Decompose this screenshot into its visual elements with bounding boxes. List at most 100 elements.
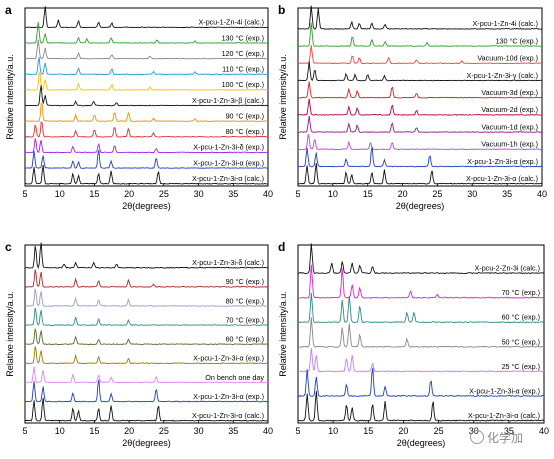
x-tick-label: 20 — [398, 426, 408, 436]
x-tick-label: 10 — [328, 189, 338, 199]
x-axis-label: 2θ(degrees) — [122, 201, 171, 211]
series-label-b-2: Vacuum-10d (exp.) — [477, 54, 538, 63]
x-axis-label: 2θ(degrees) — [396, 201, 445, 211]
x-tick-label: 15 — [89, 426, 99, 436]
series-label-a-7: 80 °C (exp.) — [226, 127, 264, 136]
series-label-d-2: 60 °C (exp.) — [502, 313, 540, 322]
series-label-b-6: Vacuum-1d (exp.) — [481, 122, 538, 131]
series-line-a-6 — [25, 102, 269, 122]
series-line-c-1 — [24, 269, 269, 288]
series-line-b-4 — [297, 81, 543, 99]
x-axis-label: 2θ(degrees) — [397, 438, 446, 448]
series-line-b-2 — [298, 44, 542, 65]
series-label-b-8: X-pcu-1-Zn-3i-α (exp.) — [467, 157, 538, 166]
x-tick-label: 10 — [55, 426, 65, 436]
series-label-a-5: X-pcu-1-Zn-3i-β (calc.) — [192, 96, 264, 105]
panel-label: c — [5, 240, 12, 254]
series-line-a-8 — [24, 138, 269, 154]
watermark: 化学加 — [470, 426, 548, 448]
panel-a: a 5 10 15 20 25 30 35 40 2θ(degrees) Relative inte… — [5, 3, 273, 211]
x-tick-label: 5 — [22, 189, 27, 199]
x-tick-label: 40 — [263, 426, 273, 436]
panel-label: b — [278, 3, 285, 17]
series-line-b-3 — [297, 61, 543, 82]
y-axis-label: Relative intensity/a.u. — [278, 54, 288, 140]
plot-frame — [24, 244, 269, 424]
series-line-b-8 — [298, 146, 543, 168]
series-label-a-10: X-pcu-1-Zn-3i-α (calc.) — [192, 174, 264, 183]
series-line-c-3 — [24, 307, 268, 326]
x-tick-label: 30 — [194, 426, 204, 436]
x-tick-label: 35 — [502, 189, 512, 199]
series-line-a-4 — [24, 71, 269, 91]
x-tick-label: 40 — [537, 189, 547, 199]
x-tick-label: 20 — [398, 189, 408, 199]
x-tick-label: 40 — [263, 189, 273, 199]
x-tick-label: 40 — [539, 426, 549, 436]
series-line-a-7 — [24, 121, 269, 138]
plot-frame — [297, 244, 545, 424]
series-label-a-0: X-pcu-1-Zn-4i (calc.) — [199, 18, 265, 27]
series-label-c-6: On bench one day — [205, 373, 264, 382]
x-tick-label: 5 — [295, 426, 300, 436]
series-label-c-3: 70 °C (exp.) — [226, 315, 264, 324]
watermark-text: 化学加 — [487, 430, 524, 445]
series-line-d-5 — [297, 367, 545, 397]
y-axis-label: Relative intensity/a.u. — [278, 291, 288, 377]
series-line-d-1 — [297, 264, 545, 299]
series-line-c-6 — [25, 366, 269, 384]
series-line-c-5 — [24, 346, 269, 365]
series-label-b-5: Vacuum-2d (exp.) — [481, 105, 538, 114]
series-label-a-9: X-pcu-1-Zn-3i-α (exp.) — [193, 158, 264, 167]
series-label-a-4: 100 °C (exp.) — [222, 80, 264, 89]
series-line-b-1 — [298, 22, 543, 47]
x-tick-label: 10 — [328, 426, 338, 436]
panel-label: a — [5, 3, 12, 17]
series-line-a-5 — [24, 85, 269, 107]
series-label-a-2: 120 °C (exp.) — [222, 49, 264, 58]
series-label-b-7: Vacuum-1h (exp.) — [481, 140, 538, 149]
series-line-c-8 — [24, 397, 268, 422]
series-label-b-9: X-pcu-1-Zn-3i-α (calc.) — [466, 174, 538, 183]
series-label-a-8: X-pcu-1-Zn-3i-δ (exp.) — [193, 143, 264, 152]
series-line-b-9 — [297, 162, 543, 185]
series-label-a-1: 130 °C (exp.) — [222, 33, 264, 42]
series-label-c-0: X-pcu-1-Zn-3i-δ (calc.) — [192, 258, 264, 267]
x-tick-label: 15 — [363, 189, 373, 199]
series-label-a-3: 110 °C (exp.) — [222, 65, 264, 74]
plot-frame — [24, 7, 269, 187]
series-label-c-5: X-pcu-1-Zn-3i-α (exp.) — [193, 354, 264, 363]
series-line-d-4 — [297, 348, 545, 373]
series-label-a-6: 90 °C (exp.) — [226, 111, 264, 120]
x-axis-label: 2θ(degrees) — [122, 438, 171, 448]
x-tick-label: 30 — [194, 189, 204, 199]
series-label-c-1: 90 °C (exp.) — [226, 277, 264, 286]
x-tick-label: 25 — [432, 189, 442, 199]
x-tick-label: 10 — [55, 189, 65, 199]
series-line-c-7 — [24, 379, 269, 403]
series-line-a-9 — [24, 149, 268, 169]
x-tick-label: 25 — [434, 426, 444, 436]
series-label-c-7: X-pcu-1-Zn-3i-α (exp.) — [193, 392, 264, 401]
x-tick-label: 25 — [159, 426, 169, 436]
x-tick-label: 15 — [363, 426, 373, 436]
panel-c: c 5 10 15 20 25 30 35 40 2θ(degrees) Relative inte… — [5, 240, 273, 448]
series-line-c-0 — [24, 242, 269, 270]
series-label-d-1: 70 °C (exp.) — [502, 288, 540, 297]
series-label-d-4: 25 °C (exp.) — [502, 362, 540, 371]
series-line-a-1 — [24, 22, 269, 44]
x-tick-label: 35 — [228, 426, 238, 436]
series-line-d-0 — [298, 243, 545, 275]
series-line-d-2 — [297, 292, 545, 324]
x-tick-label: 35 — [228, 189, 238, 199]
x-tick-label: 20 — [124, 426, 134, 436]
series-line-b-5 — [297, 98, 543, 116]
series-label-b-1: 130 °C (exp.) — [496, 36, 538, 45]
x-tick-label: 5 — [22, 426, 27, 436]
series-line-a-2 — [24, 39, 268, 60]
y-axis-label: Relative intensity/a.u. — [5, 54, 15, 140]
series-label-d-3: 50 °C (exp.) — [502, 337, 540, 346]
series-line-c-2 — [25, 288, 269, 307]
x-tick-label: 25 — [159, 189, 169, 199]
